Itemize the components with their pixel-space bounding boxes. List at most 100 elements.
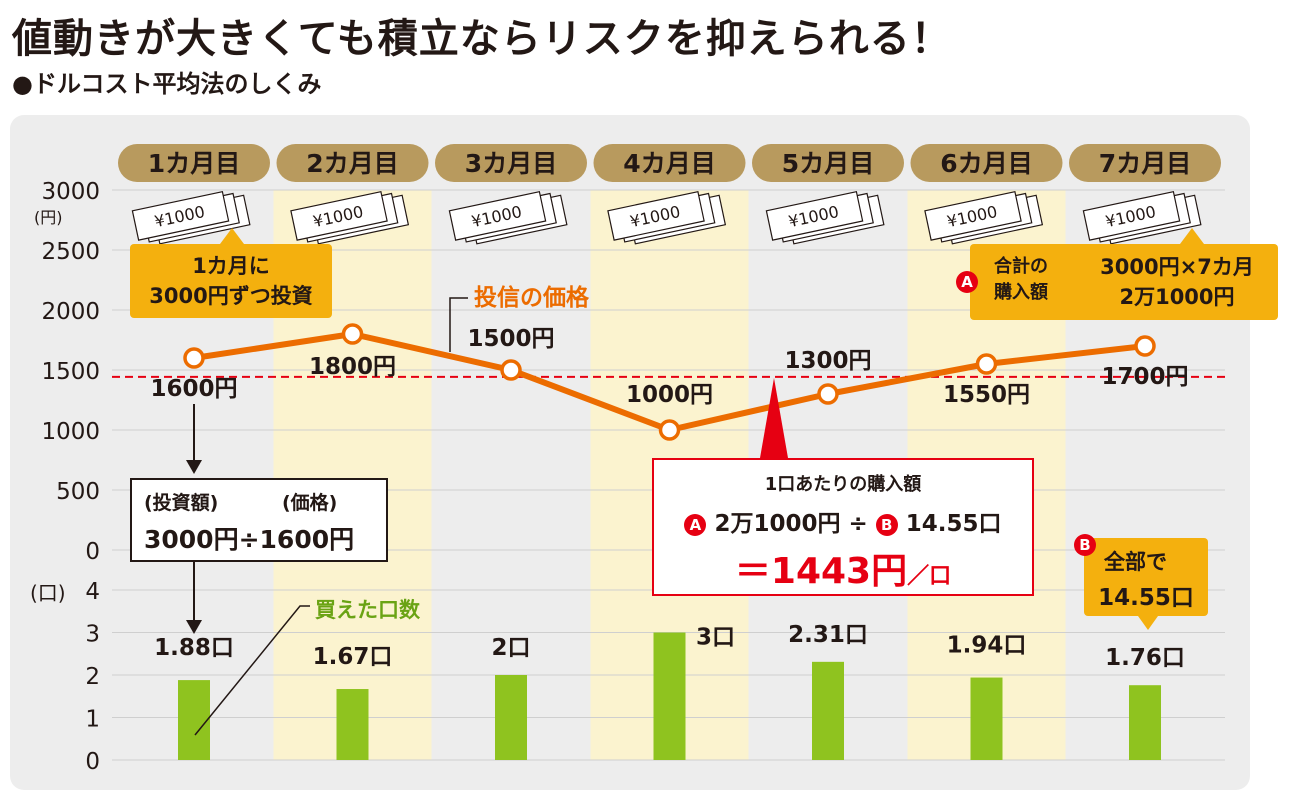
month-pill — [1069, 144, 1221, 182]
calc-formula: 3000円÷1600円 — [144, 525, 355, 554]
total-units-label: 全部で — [1104, 550, 1167, 574]
month-pill — [752, 144, 904, 182]
price-tick-label: 2000 — [41, 299, 100, 325]
bill-stack-icon: ¥1000 — [765, 190, 885, 245]
price-point-label: 1550円 — [943, 382, 1030, 408]
price-tick-label: 500 — [56, 479, 100, 505]
month-label: 1カ月目 — [148, 149, 240, 178]
badge-a-icon: A — [684, 513, 707, 536]
month-pill — [118, 144, 270, 182]
units-bar — [336, 689, 369, 760]
bill-icon — [131, 190, 230, 241]
price-point — [658, 419, 681, 441]
price-point-label: 1700円 — [1101, 364, 1188, 390]
arrow-down-icon — [186, 460, 202, 474]
total-value-line1: 3000円×7カ月 — [1100, 255, 1254, 279]
bill-stack-icon: ¥1000 — [448, 190, 568, 245]
units-bar-label: 1.67口 — [313, 644, 393, 670]
bill-icon — [765, 190, 864, 241]
total-label-line1: 合計の — [994, 256, 1048, 277]
month-label: 4カ月目 — [623, 149, 715, 178]
price-series-label: 投信の価格 — [474, 284, 590, 311]
units-tick-label: 0 — [85, 749, 100, 775]
price-tick-label: 3000 — [41, 179, 100, 205]
month-pill — [593, 144, 746, 182]
page-subtitle: ●ドルコスト平均法のしくみ — [12, 70, 322, 98]
month-label: 3カ月目 — [465, 149, 557, 178]
calculation-box: (投資額) (価格) 3000円÷1600円 — [130, 478, 388, 562]
month-pill — [435, 144, 587, 182]
price-point — [500, 359, 522, 381]
units-bar — [812, 661, 844, 760]
total-units-value: 14.55口 — [1098, 585, 1194, 611]
units-tick-label: 3 — [85, 622, 100, 648]
total-label-line2: 購入額 — [994, 282, 1048, 303]
units-bar-label: 1.88口 — [154, 635, 234, 661]
units-label-leader — [194, 605, 310, 736]
units-callout-pointer — [1138, 616, 1158, 630]
price-label-leader — [449, 297, 468, 352]
bill-icon — [607, 190, 705, 241]
month-pill — [910, 144, 1063, 182]
units-bar — [1129, 685, 1161, 760]
bill-icon — [448, 190, 547, 241]
price-point-label: 1000円 — [626, 382, 713, 408]
units-tick-label: 1 — [85, 707, 100, 733]
units-bar-label: 3口 — [696, 625, 735, 651]
price-point-label: 1600円 — [150, 376, 237, 402]
units-bar-label: 1.94口 — [947, 633, 1027, 659]
monthly-investment-line2: 3000円ずつ投資 — [149, 284, 313, 308]
average-cost-box: 1口あたりの購入額 A 2万1000円 ÷ B 14.55口 ＝1443円／口 — [652, 458, 1034, 596]
units-tick-label: 4 — [85, 579, 100, 605]
price-tick-label: 0 — [85, 539, 100, 565]
bill-stack-icon: ¥1000 — [1082, 190, 1202, 245]
badge-a-icon: A — [956, 271, 978, 293]
units-unit-label: (口) — [30, 581, 66, 605]
average-cost-title: 1口あたりの購入額 — [764, 474, 922, 495]
price-point-label: 1800円 — [309, 354, 396, 380]
price-point-label: 1300円 — [784, 348, 871, 374]
units-bar — [178, 680, 210, 760]
monthly-investment-callout: 1カ月に 3000円ずつ投資 — [130, 244, 332, 318]
bill-stack-icon: ¥1000 — [131, 190, 251, 245]
month-label: 6カ月目 — [940, 149, 1032, 178]
badge-b-icon: B — [1074, 534, 1096, 556]
price-point — [817, 383, 839, 405]
calc-label-investment: (投資額) — [144, 492, 219, 514]
total-units-callout: B 全部で 14.55口 — [1074, 534, 1208, 616]
page-title: 値動きが大きくても積立ならリスクを抑えられる！ — [12, 16, 952, 62]
price-tick-label: 1000 — [41, 419, 100, 445]
average-callout-pointer — [760, 378, 788, 458]
price-point — [1134, 335, 1156, 357]
units-bar — [495, 675, 527, 760]
average-result-unit: ／口 — [907, 564, 952, 589]
price-point — [341, 323, 364, 345]
units-bar-label: 2口 — [491, 635, 530, 661]
units-bar-label: 2.31口 — [788, 622, 868, 648]
total-value-line2: 2万1000円 — [1119, 285, 1235, 309]
bill-icon — [924, 190, 1022, 241]
units-bar — [653, 632, 686, 760]
price-point — [975, 353, 998, 375]
monthly-callout-pointer — [220, 228, 244, 244]
bill-stack-icon: ¥1000 — [607, 190, 727, 245]
calc-label-price: (価格) — [282, 492, 338, 514]
price-tick-label: 2500 — [41, 239, 100, 265]
month-pill — [276, 144, 429, 182]
month-label: 2カ月目 — [306, 149, 398, 178]
month-label: 5カ月目 — [782, 149, 874, 178]
price-point — [183, 347, 205, 369]
bill-icon — [1082, 190, 1181, 241]
units-bar — [970, 677, 1003, 760]
average-result: ＝1443円 — [734, 551, 908, 592]
badge-b-icon: B — [875, 513, 898, 536]
price-unit-label: (円) — [34, 208, 63, 227]
arrow-down-icon — [186, 620, 202, 634]
units-series-label: 買えた口数 — [315, 598, 421, 622]
units-tick-label: 2 — [85, 664, 100, 690]
price-point-label: 1500円 — [467, 326, 554, 352]
total-callout-pointer — [1180, 228, 1204, 244]
monthly-investment-line1: 1カ月に — [192, 254, 270, 278]
average-formula-part1: 2万1000円 ÷ — [714, 511, 868, 537]
